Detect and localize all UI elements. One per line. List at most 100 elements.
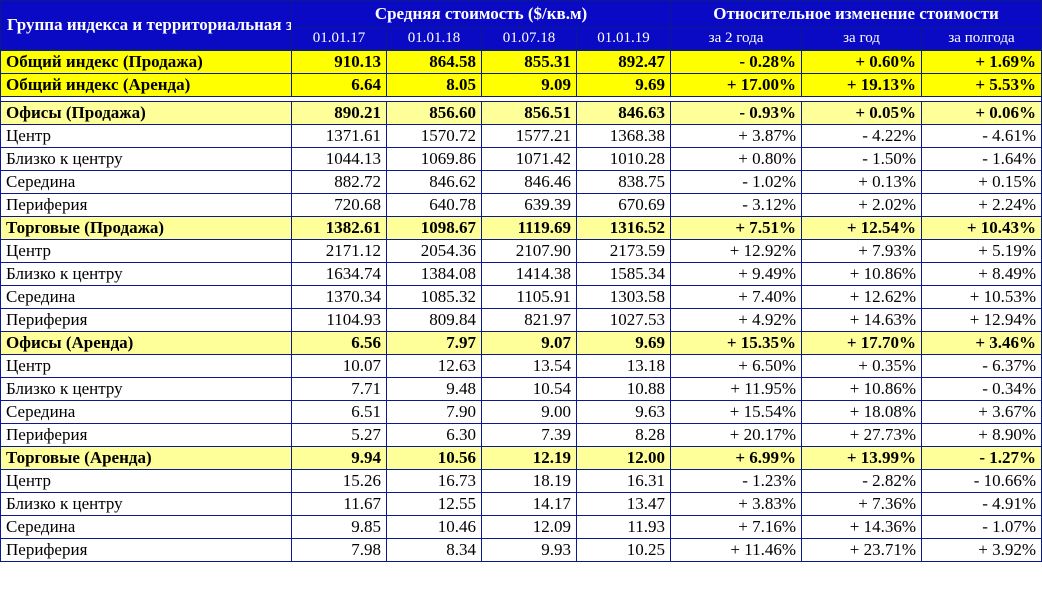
zone-row: Центр 15.26 16.73 18.19 16.31- 1.23% - 2.82% -… — [0, 469, 1042, 493]
price-cell: 2173.59 — [575, 239, 672, 263]
change-cell: + 3.92% — [921, 538, 1042, 562]
change-cell: + 15.35% — [670, 331, 803, 355]
price-cell: 846.63 — [575, 101, 672, 125]
row-label: Общий индекс (Аренда) — [0, 73, 292, 97]
change-cell: + 3.87% — [670, 124, 803, 148]
change-cell: + 4.92% — [670, 308, 803, 332]
change-cell: - 2.82% — [801, 469, 923, 493]
price-cell: 12.09 — [481, 515, 577, 539]
price-cell: 9.85 — [291, 515, 387, 539]
change-cell: + 9.49% — [670, 262, 803, 286]
price-cell: 856.51 — [481, 101, 577, 125]
row-label: Середина — [0, 400, 292, 424]
price-cell: 1044.13 — [291, 147, 387, 171]
row-label: Периферия — [0, 308, 292, 332]
price-cell: 1634.74 — [291, 262, 387, 286]
row-label: Периферия — [0, 538, 292, 562]
change-cell: + 3.46% — [921, 331, 1042, 355]
zone-row: Близко к центру 11.67 12.55 14.17 13.47 + 3.8… — [0, 492, 1042, 516]
price-cell: 9.69 — [575, 73, 672, 97]
zone-row: Близко к центру 1634.74 1384.08 1414.38 1585… — [0, 262, 1042, 286]
price-cell: 14.17 — [481, 492, 577, 516]
avg-price-header: Средняя стоимость ($/кв.м) — [290, 0, 672, 28]
change-cell: - 0.34% — [921, 377, 1042, 401]
change-cell: - 1.07% — [921, 515, 1042, 539]
zone-row: Середина 9.85 10.46 12.09 11.93 + 7.16% + 14.3… — [0, 515, 1042, 539]
change-cell: + 0.15% — [921, 170, 1042, 194]
price-cell: 9.07 — [481, 331, 577, 355]
price-cell: 8.34 — [386, 538, 482, 562]
price-cell: 18.19 — [481, 469, 577, 493]
change-cell: + 18.08% — [801, 400, 923, 424]
price-cell: 8.28 — [575, 423, 672, 447]
price-cell: 9.09 — [481, 73, 577, 97]
price-cell: 10.88 — [575, 377, 672, 401]
price-cell: 846.46 — [481, 170, 577, 194]
change-cell: + 14.63% — [801, 308, 923, 332]
zone-row: Периферия 7.98 8.34 9.93 10.25 + 11.46% + 23.7… — [0, 538, 1042, 562]
price-cell: 1585.34 — [575, 262, 672, 286]
price-cell: 2107.90 — [481, 239, 577, 263]
zone-row: Периферия 1104.93 809.84 821.97 1027.53 + 4.9… — [0, 308, 1042, 332]
change-cell: - 4.91% — [921, 492, 1042, 516]
change-cell: + 7.16% — [670, 515, 803, 539]
change-cell: - 0.93% — [670, 101, 803, 125]
change-cell: + 27.73% — [801, 423, 923, 447]
price-cell: 7.90 — [386, 400, 482, 424]
price-cell: 1316.52 — [575, 216, 672, 240]
change-cell: + 2.02% — [801, 193, 923, 217]
change-cell: + 13.99% — [801, 446, 923, 470]
price-cell: 1119.69 — [481, 216, 577, 240]
price-cell: 838.75 — [575, 170, 672, 194]
row-label: Середина — [0, 170, 292, 194]
price-cell: 1303.58 — [575, 285, 672, 309]
change-cell: + 11.95% — [670, 377, 803, 401]
price-cell: 13.47 — [575, 492, 672, 516]
price-cell: 2171.12 — [291, 239, 387, 263]
change-cell: + 11.46% — [670, 538, 803, 562]
change-cell: - 4.61% — [921, 124, 1042, 148]
group-header-row: Торговые (Продажа) 1382.61 1098.67 1119.69 1… — [0, 216, 1042, 240]
zone-row: Близко к центру 7.71 9.48 10.54 10.88 + 11.95… — [0, 377, 1042, 401]
price-cell: 9.93 — [481, 538, 577, 562]
zone-row: Периферия 720.68 640.78 639.39 670.69- 3.12%… — [0, 193, 1042, 217]
price-cell: 9.48 — [386, 377, 482, 401]
price-cell: 6.64 — [291, 73, 387, 97]
zone-row: Середина 6.51 7.90 9.00 9.63 + 15.54% + 18.08%… — [0, 400, 1042, 424]
change-cell: + 7.93% — [801, 239, 923, 263]
price-cell: 890.21 — [291, 101, 387, 125]
change-cell: + 8.49% — [921, 262, 1042, 286]
change-cell: + 20.17% — [670, 423, 803, 447]
zone-row: Середина 1370.34 1085.32 1105.91 1303.58 + 7.… — [0, 285, 1042, 309]
price-cell: 1384.08 — [386, 262, 482, 286]
price-cell: 1098.67 — [386, 216, 482, 240]
change-cell: + 14.36% — [801, 515, 923, 539]
price-cell: 16.31 — [575, 469, 672, 493]
price-cell: 1069.86 — [386, 147, 482, 171]
change-cell: + 6.99% — [670, 446, 803, 470]
price-cell: 856.60 — [386, 101, 482, 125]
price-cell: 6.30 — [386, 423, 482, 447]
row-label: Офисы (Продажа) — [0, 101, 292, 125]
zone-row: Центр 10.07 12.63 13.54 13.18 + 6.50% + 0.35% -… — [0, 354, 1042, 378]
change-cell: + 0.06% — [921, 101, 1042, 125]
price-cell: 7.71 — [291, 377, 387, 401]
price-cell: 11.93 — [575, 515, 672, 539]
row-label: Периферия — [0, 423, 292, 447]
zone-row: Близко к центру 1044.13 1069.86 1071.42 1010… — [0, 147, 1042, 171]
date-header: 01.01.18 — [386, 27, 482, 51]
price-cell: 639.39 — [481, 193, 577, 217]
price-cell: 1414.38 — [481, 262, 577, 286]
change-cell: - 1.64% — [921, 147, 1042, 171]
price-cell: 670.69 — [575, 193, 672, 217]
relative-change-header: Относительное изменение стоимости — [670, 0, 1042, 28]
group-header-row: Торговые (Аренда) 9.94 10.56 12.19 12.00 + 6.… — [0, 446, 1042, 470]
price-cell: 12.19 — [481, 446, 577, 470]
price-cell: 8.05 — [386, 73, 482, 97]
price-cell: 1104.93 — [291, 308, 387, 332]
change-cell: + 2.24% — [921, 193, 1042, 217]
price-cell: 809.84 — [386, 308, 482, 332]
change-cell: + 0.13% — [801, 170, 923, 194]
price-cell: 10.07 — [291, 354, 387, 378]
price-cell: 864.58 — [386, 49, 482, 74]
